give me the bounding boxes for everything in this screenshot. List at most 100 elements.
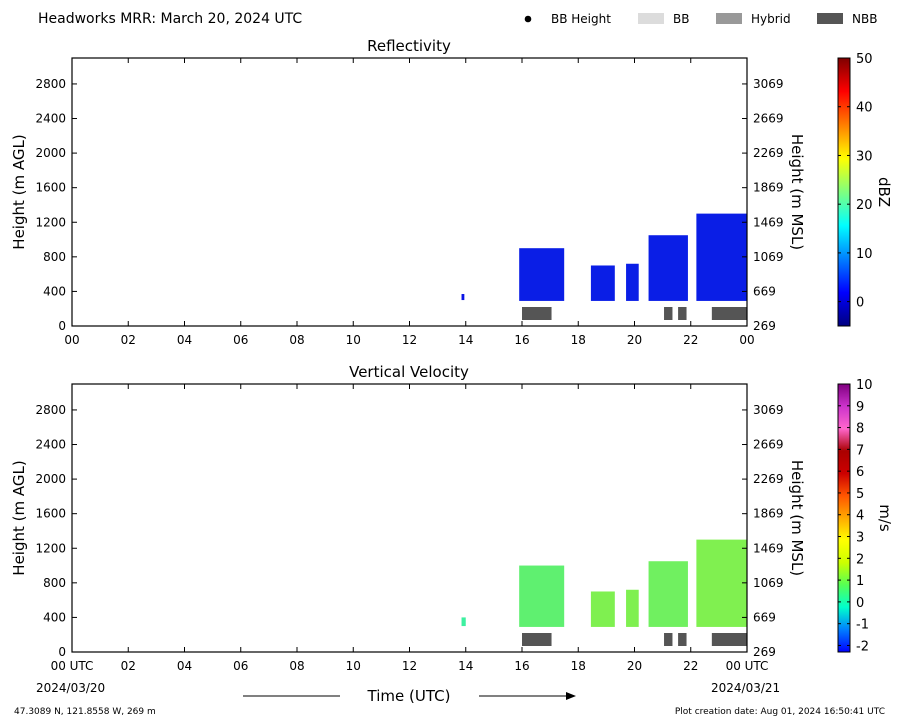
reflectivity-title: Reflectivity [367,37,451,55]
reflectivity-y2label: Height (m MSL) [788,134,806,250]
vertical-velocity-panel: Vertical Velocity Height (m AGL) Height … [10,363,894,673]
reflectivity-y-tick-label: 2000 [35,146,66,160]
vertical-velocity-colorbar-tick-label: 7 [856,443,864,458]
reflectivity-nbb-segment-1 [664,307,673,320]
reflectivity-y-tick-label: 800 [43,250,66,264]
legend-swatch-nbb [817,13,843,24]
vertical-velocity-colorbar-bar [837,383,851,653]
reflectivity-y-tick-label: 2800 [35,77,66,91]
end-date: 2024/03/21 [711,681,780,695]
vertical-velocity-colorbar-label: m/s [876,504,894,532]
reflectivity-y-tick-label: 0 [58,319,66,333]
vertical-velocity-echo-0 [461,617,466,627]
vertical-velocity-echo-5 [696,539,747,627]
reflectivity-y2-tick-label: 3069 [753,77,784,91]
reflectivity-plot-area: 00 02 04 06 08 10 12 14 16 18 20 22 0004008001200160… [35,57,784,347]
vertical-velocity-colorbar-tick-label: 2 [856,552,864,567]
vertical-velocity-y-tick-label: 400 [43,610,66,624]
vertical-velocity-echo-1 [519,565,565,627]
time-axis-label: Time (UTC) [367,687,451,705]
vertical-velocity-colorbar-tick-label: 3 [856,531,864,546]
reflectivity-y2-tick-label: 2669 [753,112,784,126]
legend-label-bb-height: BB Height [551,12,611,26]
legend-label-hybrid: Hybrid [751,12,791,26]
vertical-velocity-y-tick-label: 1600 [35,507,66,521]
vertical-velocity-nbb-segment-1 [664,633,673,646]
reflectivity-nbb-segment-2 [678,307,687,320]
vertical-velocity-y-tick-label: 2800 [35,403,66,417]
vertical-velocity-colorbar-tick-label: 10 [856,378,873,393]
reflectivity-colorbar-bar [837,57,851,327]
reflectivity-x-tick-label: 00 [739,333,754,347]
reflectivity-x-tick-label: 02 [121,333,136,347]
vertical-velocity-y-tick-label: 2000 [35,472,66,486]
vertical-velocity-y2-tick-label: 1469 [753,541,784,555]
legend-dot-bb-height [524,15,532,23]
reflectivity-y2-tick-label: 669 [753,284,776,298]
reflectivity-panel: Reflectivity Height (m AGL) Height (m MS… [10,37,893,347]
reflectivity-x-tick-label: 00 [64,333,79,347]
vertical-velocity-y-tick-label: 1200 [35,541,66,555]
reflectivity-colorbar-tick-label: 40 [856,101,873,116]
vertical-velocity-nbb-segment-2 [678,633,687,646]
vertical-velocity-colorbar-tick-label: -2 [856,639,869,654]
reflectivity-y2-tick-label: 2269 [753,146,784,160]
reflectivity-y2-tick-label: 1469 [753,215,784,229]
legend-label-bb: BB [673,12,689,26]
vertical-velocity-y2label: Height (m MSL) [788,460,806,576]
vertical-velocity-x-tick-label: 10 [346,659,361,673]
reflectivity-x-tick-label: 18 [571,333,586,347]
reflectivity-x-tick-label: 10 [346,333,361,347]
vertical-velocity-title: Vertical Velocity [349,363,469,381]
vertical-velocity-y-tick-label: 0 [58,645,66,659]
vertical-velocity-x-tick-label: 04 [177,659,192,673]
reflectivity-x-tick-label: 20 [627,333,642,347]
creation-date-text: Plot creation date: Aug 01, 2024 16:50:4… [675,707,885,717]
vertical-velocity-colorbar-tick-label: 5 [856,487,864,502]
reflectivity-x-tick-label: 04 [177,333,192,347]
vertical-velocity-colorbar-tick-label: 9 [856,400,864,415]
reflectivity-x-tick-label: 08 [289,333,304,347]
reflectivity-colorbar-tick-label: 0 [856,296,864,311]
vertical-velocity-y2-tick-label: 269 [753,645,776,659]
vertical-velocity-colorbar-tick-label: 6 [856,465,864,480]
vertical-velocity-plot-area: 00 UTC 02 04 06 08 10 12 14 16 18 20 22 00 UTC040080… [35,383,784,673]
vertical-velocity-nbb-segment-3 [711,633,747,646]
vertical-velocity-ylabel: Height (m AGL) [10,460,28,575]
reflectivity-y2-tick-label: 269 [753,319,776,333]
figure-title: Headworks MRR: March 20, 2024 UTC [38,11,302,27]
vertical-velocity-x-tick-label: 16 [514,659,529,673]
legend-swatch-hybrid [716,13,742,24]
reflectivity-colorbar: 0 10 20 30 40 50 [837,52,873,327]
start-date: 2024/03/20 [36,681,105,695]
vertical-velocity-x-tick-label: 18 [571,659,586,673]
reflectivity-y2-tick-label: 1869 [753,181,784,195]
header-legend: BB Height BB Hybrid NBB [524,12,877,26]
vertical-velocity-nbb-segment-0 [522,633,552,646]
vertical-velocity-colorbar: -2 -1 0 1 2 3 4 5 6 7 8 9 10 [837,378,873,654]
vertical-velocity-y2-tick-label: 669 [753,610,776,624]
reflectivity-echo-5 [696,213,747,301]
reflectivity-nbb-segment-0 [522,307,552,320]
vertical-velocity-x-tick-label: 22 [683,659,698,673]
reflectivity-echo-0 [461,294,465,301]
reflectivity-colorbar-tick-label: 50 [856,52,873,67]
vertical-velocity-echo-2 [590,591,615,627]
legend-label-nbb: NBB [852,12,877,26]
reflectivity-colorbar-label: dBZ [875,177,893,207]
time-axis-arrow [243,692,576,700]
vertical-velocity-y-tick-label: 2400 [35,438,66,452]
reflectivity-echo-2 [590,265,615,301]
reflectivity-x-tick-label: 22 [683,333,698,347]
vertical-velocity-y2-tick-label: 1869 [753,507,784,521]
reflectivity-y-tick-label: 400 [43,284,66,298]
vertical-velocity-x-tick-label: 00 UTC [726,659,769,673]
reflectivity-nbb-segment-3 [711,307,747,320]
vertical-velocity-x-tick-label: 02 [121,659,136,673]
vertical-velocity-y2-tick-label: 2269 [753,472,784,486]
reflectivity-ylabel: Height (m AGL) [10,134,28,249]
vertical-velocity-x-tick-label: 06 [233,659,248,673]
reflectivity-y-tick-label: 2400 [35,112,66,126]
vertical-velocity-y2-tick-label: 2669 [753,438,784,452]
